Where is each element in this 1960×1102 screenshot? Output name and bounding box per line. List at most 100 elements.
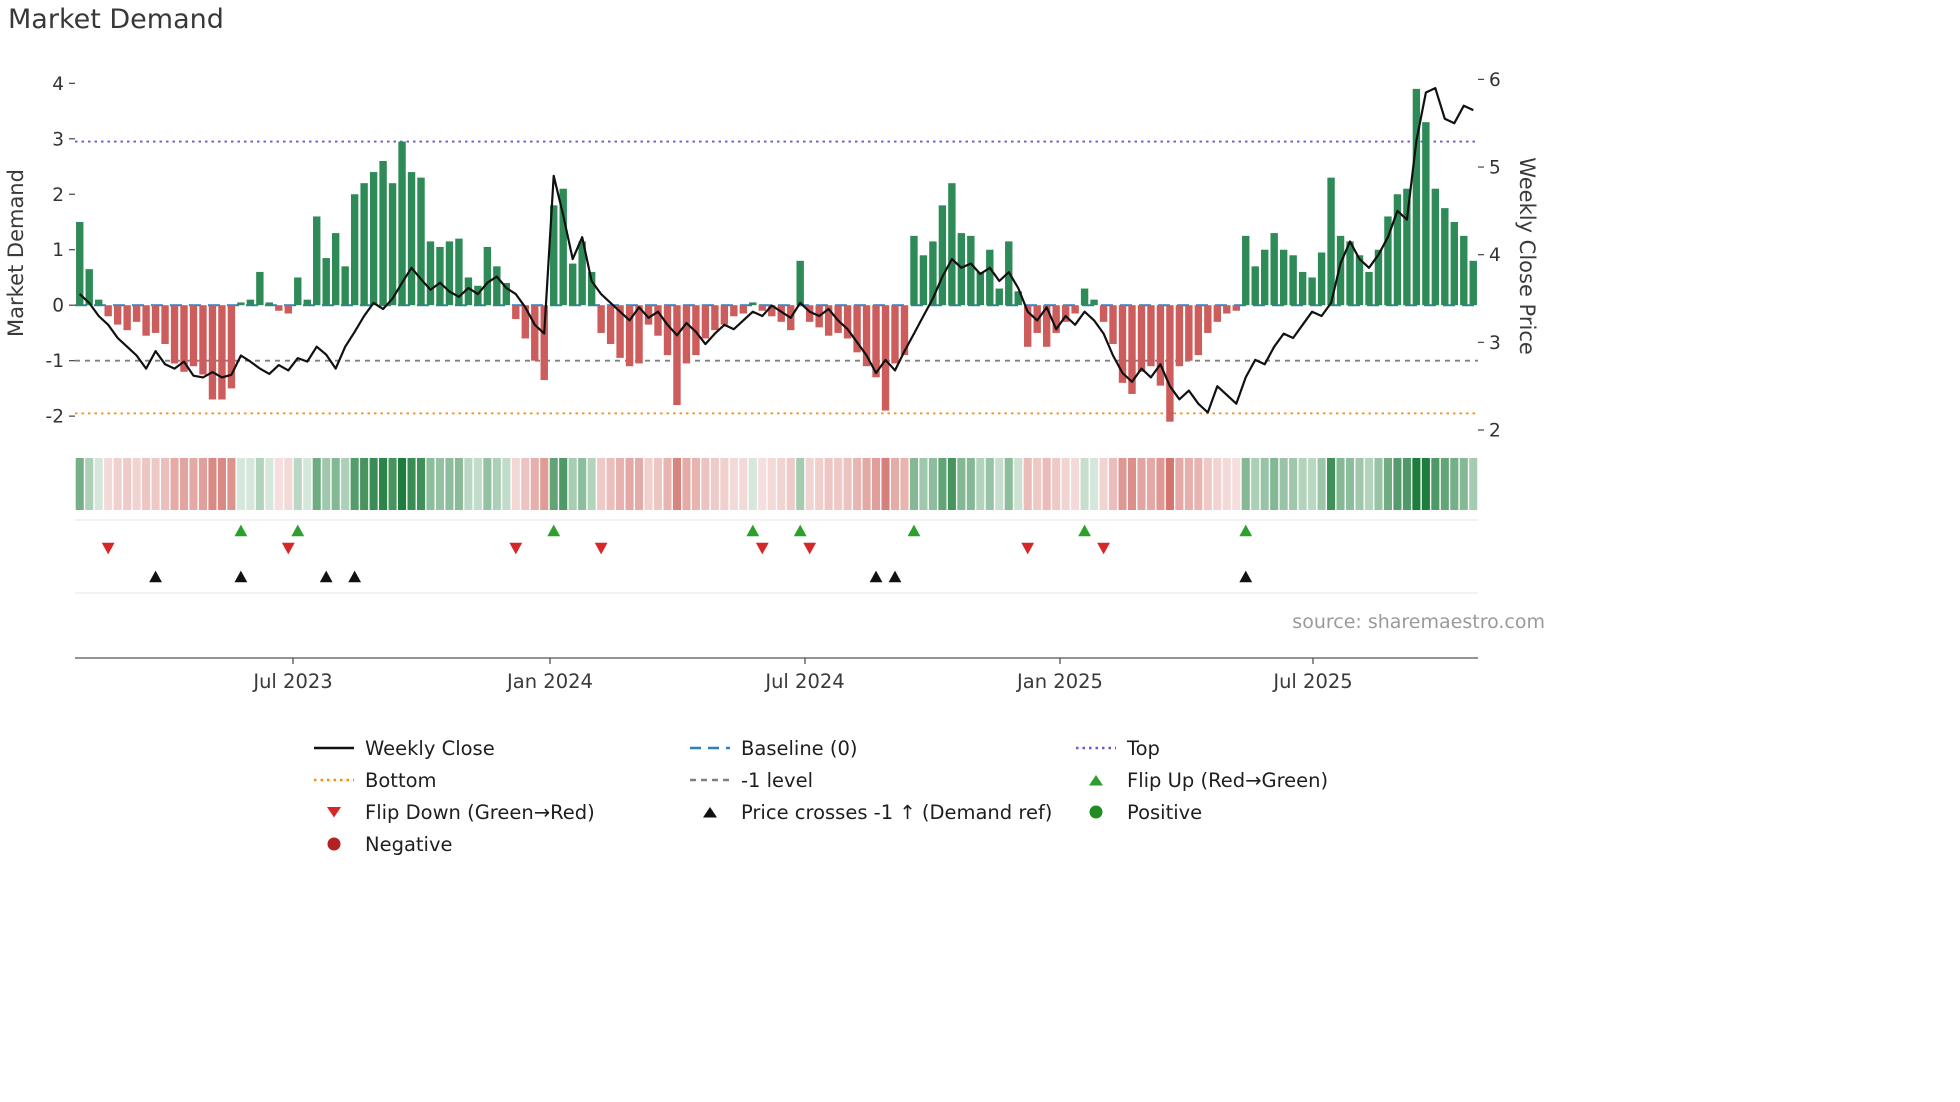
triangle-up-icon — [703, 807, 717, 818]
demand-bar — [350, 194, 359, 306]
demand-bar — [1242, 235, 1250, 306]
source-credit: source: sharemaestro.com — [1292, 611, 1545, 633]
heatmap-cell — [293, 458, 302, 510]
demand-bar — [199, 305, 207, 375]
heatmap-cell — [597, 458, 606, 510]
heatmap-cell — [426, 458, 435, 510]
demand-bar — [1204, 305, 1212, 333]
legend-label: Top — [1127, 736, 1160, 760]
heatmap-cell — [1383, 458, 1392, 510]
heatmap-cell — [85, 458, 94, 510]
heatmap-cell — [1061, 458, 1070, 510]
demand-bar — [654, 305, 662, 336]
demand-bar — [104, 305, 112, 317]
heatmap-cell — [1431, 458, 1440, 510]
x-axis-tick-label: Jul 2025 — [1271, 670, 1352, 693]
heatmap-cell — [1469, 458, 1478, 510]
demand-bar — [900, 305, 909, 356]
demand-bar — [1185, 305, 1193, 361]
heatmap-cell — [398, 458, 407, 510]
heatmap-cell — [653, 458, 663, 510]
legend-label: Baseline (0) — [741, 736, 858, 760]
demand-bar — [730, 305, 738, 317]
legend-item: Flip Up (Red→Green) — [1074, 768, 1634, 792]
heatmap-cell — [758, 458, 767, 510]
heatmap-cell — [407, 458, 416, 510]
heatmap-cell — [682, 458, 691, 510]
legend-label: Negative — [365, 832, 453, 856]
heatmap-cell — [957, 458, 966, 510]
circle-icon — [327, 837, 341, 851]
legend-swatch — [1074, 740, 1118, 756]
heatmap-cell — [208, 458, 217, 510]
heatmap-cell — [1270, 458, 1279, 510]
legend-swatch — [1074, 804, 1118, 820]
demand-bar — [313, 216, 321, 306]
heatmap-cell — [1184, 458, 1193, 510]
demand-bar — [910, 235, 918, 306]
right-axis-tick-label: 6 — [1489, 70, 1501, 91]
demand-bar — [862, 305, 871, 367]
heatmap-cell — [341, 458, 350, 510]
heatmap-cell — [1165, 458, 1174, 510]
demand-bar — [568, 263, 577, 306]
demand-bar — [1109, 305, 1117, 345]
heatmap-cell — [435, 458, 445, 510]
heatmap-cell — [322, 458, 331, 510]
heatmap-cell — [540, 458, 549, 510]
heatmap-cell — [606, 458, 615, 510]
demand-bar — [493, 266, 501, 306]
heatmap-cell — [274, 458, 283, 510]
x-axis-tick-label: Jul 2023 — [251, 670, 332, 693]
demand-bar — [113, 305, 122, 325]
legend-label: Flip Up (Red→Green) — [1127, 768, 1329, 792]
demand-bar — [1232, 305, 1240, 311]
legend-swatch — [688, 772, 732, 788]
demand-bar — [218, 305, 226, 400]
demand-bar — [180, 305, 188, 372]
heatmap-cell — [729, 458, 738, 510]
heatmap-cell — [1308, 458, 1317, 510]
demand-bar — [161, 305, 169, 345]
flip-up-marker — [1078, 524, 1091, 537]
heatmap-cell — [1071, 458, 1080, 510]
demand-bar — [1099, 305, 1108, 322]
demand-bar — [85, 269, 93, 306]
flip-down-marker — [803, 542, 817, 555]
demand-bar — [95, 299, 103, 306]
demand-bar — [294, 277, 302, 306]
heatmap-cell — [909, 458, 918, 510]
price-cross-marker — [149, 570, 162, 583]
heatmap-cell — [265, 458, 274, 510]
demand-bar — [76, 221, 84, 306]
demand-bar — [1317, 252, 1326, 306]
demand-bar — [426, 241, 435, 306]
demand-bar — [929, 241, 937, 306]
legend-swatch — [312, 772, 356, 788]
demand-bar — [1298, 271, 1307, 306]
legend-swatch — [1074, 772, 1118, 788]
flip-down-marker — [1097, 542, 1110, 555]
legend-line-sample — [314, 778, 354, 782]
heatmap-cell — [663, 458, 672, 510]
heatmap-cell — [1213, 458, 1222, 510]
demand-bar — [1071, 305, 1079, 314]
demand-bar — [521, 305, 529, 339]
flip-up-marker — [1239, 524, 1253, 537]
heatmap-cell — [616, 458, 625, 510]
heatmap-cell — [303, 458, 312, 510]
demand-bar — [976, 271, 985, 306]
heatmap-cell — [1175, 458, 1184, 510]
heatmap-cell — [796, 458, 805, 510]
heatmap-cell — [720, 458, 729, 510]
heatmap-cell — [549, 458, 558, 510]
heatmap-cell — [767, 458, 776, 510]
demand-bar — [407, 172, 416, 306]
heatmap-cell — [976, 458, 985, 510]
heatmap-cell — [1279, 458, 1288, 510]
heatmap-cell — [132, 458, 141, 510]
heatmap-cell — [360, 458, 369, 510]
legend-item: Flip Down (Green→Red) — [312, 801, 688, 824]
demand-bar — [265, 302, 274, 306]
demand-bar — [369, 172, 378, 306]
